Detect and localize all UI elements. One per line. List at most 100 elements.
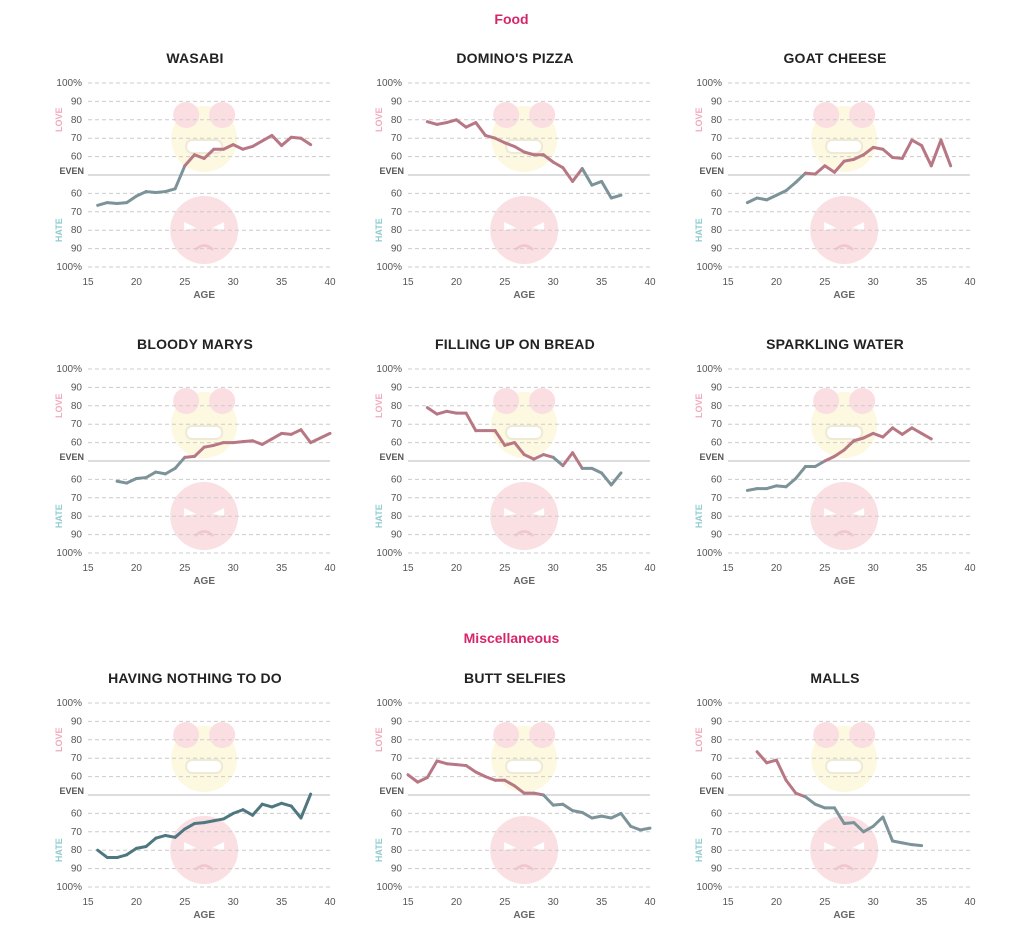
data-line-segment [96, 201, 109, 207]
y-tick-label: 90 [391, 382, 403, 393]
y-tick-label: 90 [71, 864, 83, 875]
hate-label: HATE [694, 838, 704, 862]
x-axis-label: AGE [513, 290, 535, 301]
data-line-segment [765, 484, 778, 491]
y-tick-label: 60 [71, 474, 83, 485]
data-line-segment [542, 793, 555, 807]
x-tick-label: 35 [916, 277, 928, 288]
data-line-segment [871, 815, 885, 828]
hate-label: HATE [694, 218, 704, 242]
y-tick-label: 100% [376, 882, 402, 893]
data-line-segment [842, 439, 856, 452]
chart-plot: 100% 90 80 70 60 60 70 80 90 100% EVEN LOVE HATE 15 20… [54, 78, 336, 301]
x-tick-label: 35 [596, 277, 608, 288]
x-tick-label: 40 [324, 897, 336, 908]
y-tick-label: 100% [376, 698, 402, 709]
data-line-segment [871, 431, 885, 439]
chart-plot: 100% 90 80 70 60 60 70 80 90 100% EVEN LOVE HATE 15 20… [694, 78, 976, 301]
data-line-segment [163, 187, 177, 194]
data-line-segment [445, 118, 458, 125]
data-line-segment [609, 193, 623, 200]
data-line-segment [270, 431, 284, 441]
x-tick-label: 30 [228, 897, 240, 908]
y-tick-label: 100% [56, 262, 82, 273]
y-tick-label: 80 [711, 401, 723, 412]
data-line-segment [260, 437, 274, 446]
data-line-segment [231, 143, 245, 151]
data-line-segment [289, 804, 303, 820]
data-line-segment [183, 153, 196, 168]
chart-having-nothing-to-do: HAVING NOTHING TO DO 100% 90 80 70 60 60 70 80 90… [50, 670, 370, 930]
data-line-segment [212, 441, 226, 447]
x-tick-label: 25 [819, 277, 831, 288]
x-tick-label: 40 [964, 277, 976, 288]
section-title-miscellaneous: Miscellaneous [463, 630, 560, 646]
x-tick-label: 35 [596, 897, 608, 908]
data-line-segment [260, 802, 274, 809]
y-tick-label: 60 [711, 808, 723, 819]
data-line-segment [144, 190, 158, 194]
x-tick-label: 25 [499, 277, 511, 288]
y-tick-label: 80 [391, 225, 403, 236]
y-tick-label: 60 [711, 474, 723, 485]
hate-emoji-icon [170, 196, 239, 264]
y-tick-label: 90 [71, 96, 83, 107]
y-tick-label: 60 [71, 808, 83, 819]
y-tick-label: 60 [711, 152, 723, 163]
x-tick-label: 35 [916, 563, 928, 574]
y-tick-label: 100% [376, 548, 402, 559]
data-line-segment [881, 147, 895, 160]
chart-plot: 100% 90 80 70 60 60 70 80 90 100% EVEN LOVE HATE 15 20… [374, 364, 656, 587]
data-line-segment [115, 201, 129, 206]
y-tick-label: 60 [711, 772, 723, 783]
data-line-segment [445, 762, 458, 767]
data-line-segment [454, 763, 468, 768]
data-line-segment [474, 121, 487, 137]
x-tick-label: 15 [402, 563, 414, 574]
data-line-segment [183, 454, 196, 459]
chart-title: BUTT SELFIES [464, 670, 566, 686]
x-tick-label: 25 [499, 897, 511, 908]
data-line-segment [483, 133, 497, 140]
y-tick-label: 90 [711, 716, 723, 727]
data-line-segment [464, 121, 478, 129]
y-tick-label: 100% [696, 882, 722, 893]
x-tick-label: 30 [868, 897, 880, 908]
data-line-segment [173, 164, 187, 191]
data-line-segment [542, 153, 555, 164]
even-label: EVEN [699, 786, 724, 796]
data-line-segment [435, 121, 449, 126]
y-tick-label: 60 [391, 188, 403, 199]
y-tick-label: 70 [711, 207, 723, 218]
y-tick-label: 70 [711, 753, 723, 764]
data-line-segment [454, 118, 468, 129]
data-line-segment [299, 792, 313, 820]
data-line-segment [183, 822, 196, 831]
data-line-segment [260, 133, 274, 143]
even-label: EVEN [59, 786, 84, 796]
data-line-segment [192, 821, 206, 826]
y-tick-label: 90 [71, 716, 83, 727]
data-line-segment [580, 810, 594, 820]
y-tick-label: 80 [711, 225, 723, 236]
x-tick-label: 35 [596, 563, 608, 574]
x-axis-label: AGE [833, 910, 855, 921]
hate-emoji-icon [490, 816, 559, 884]
data-line-segment [832, 448, 846, 458]
data-line-segment [600, 814, 613, 820]
data-line-segment [609, 471, 623, 487]
data-line-segment [784, 476, 798, 489]
y-tick-label: 60 [71, 438, 83, 449]
y-tick-label: 100% [696, 698, 722, 709]
even-label: EVEN [379, 786, 404, 796]
y-tick-label: 60 [391, 438, 403, 449]
y-tick-label: 70 [711, 419, 723, 430]
y-tick-label: 70 [71, 753, 83, 764]
data-line-segment [803, 171, 817, 176]
love-label: LOVE [54, 728, 64, 753]
data-line-segment [280, 135, 293, 148]
y-tick-label: 80 [71, 511, 83, 522]
x-axis-label: AGE [833, 290, 855, 301]
data-line-segment [503, 141, 516, 148]
y-tick-label: 70 [71, 493, 83, 504]
